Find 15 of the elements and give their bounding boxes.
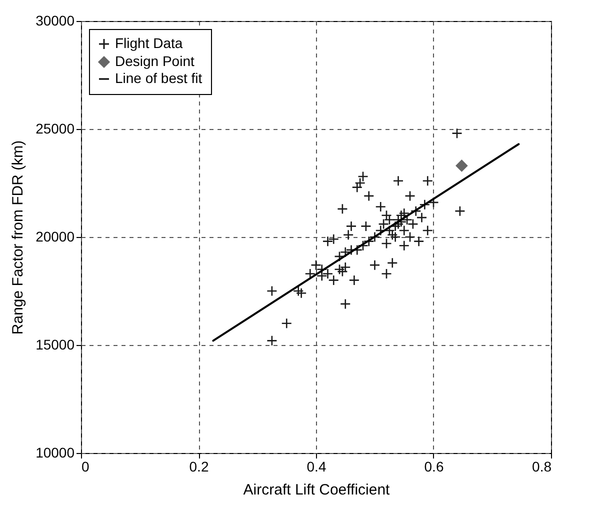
y-tick-label: 20000 <box>36 228 75 244</box>
legend-label: Line of best fit <box>115 70 202 86</box>
y-tick-label: 30000 <box>36 12 75 28</box>
x-tick-label: 0.4 <box>306 458 326 474</box>
legend-label: Flight Data <box>115 35 183 51</box>
x-tick-label: 0.6 <box>424 458 444 474</box>
x-tick-label: 0.8 <box>532 458 552 474</box>
legend-label: Design Point <box>115 53 194 69</box>
y-axis-title: Range Factor from FDR (km) <box>10 140 27 335</box>
y-tick-label: 15000 <box>36 336 75 352</box>
x-tick-label: 0 <box>82 458 90 474</box>
y-tick-label: 10000 <box>36 444 75 460</box>
x-tick-label: 0.2 <box>189 458 209 474</box>
x-axis-title: Aircraft Lift Coefficient <box>243 482 391 498</box>
y-tick-label: 25000 <box>36 120 75 136</box>
